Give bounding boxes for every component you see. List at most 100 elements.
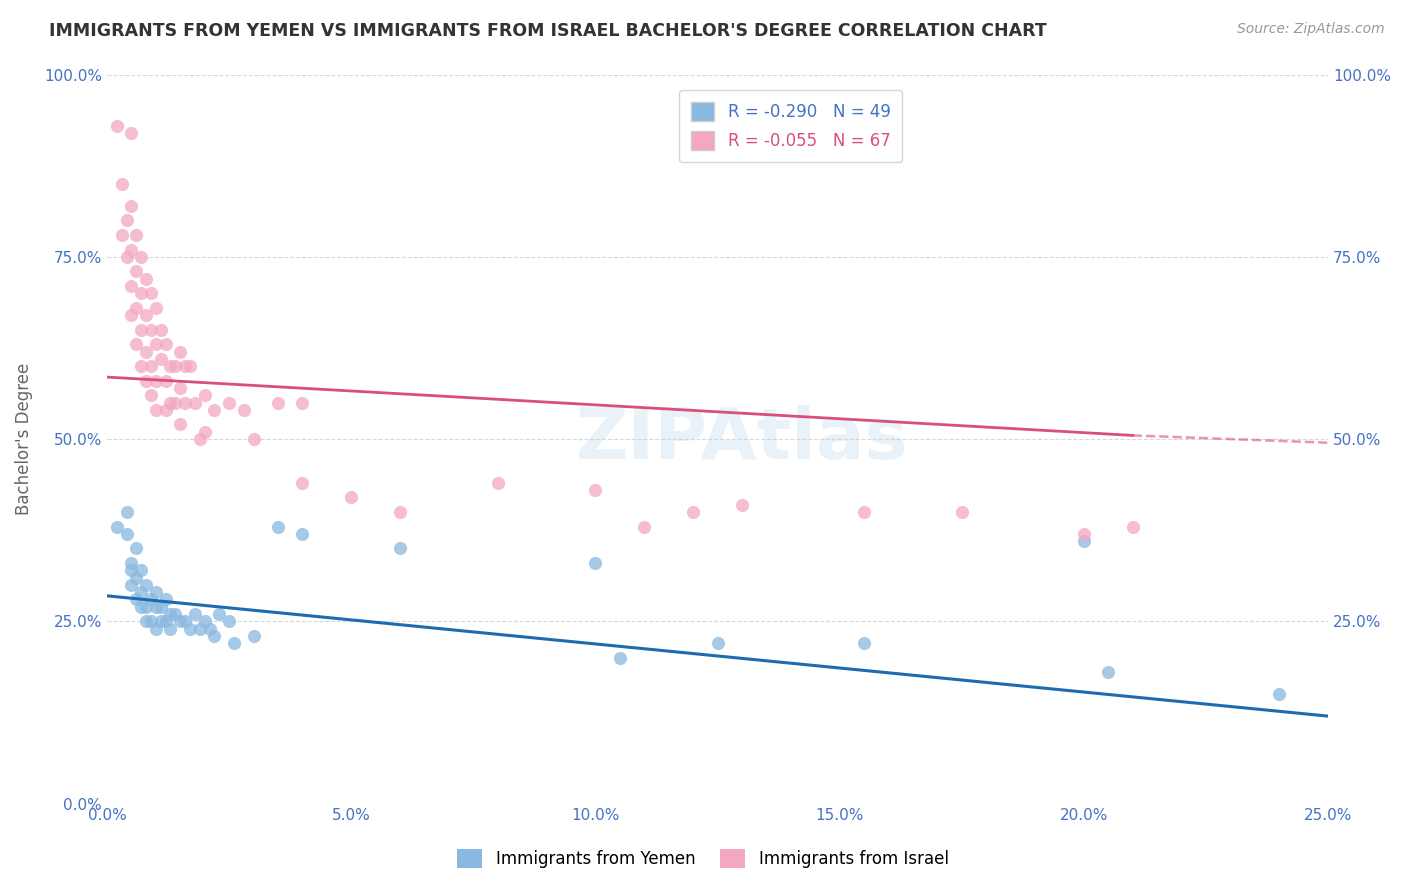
Text: ZIPAtlas: ZIPAtlas [575,405,908,474]
Point [145,403,167,417]
Point [155,337,177,351]
Point [145,337,167,351]
Point [218,615,240,629]
Point [120,578,142,592]
Point [135,599,157,614]
Point [129,563,152,577]
Text: IMMIGRANTS FROM YEMEN VS IMMIGRANTS FROM ISRAEL BACHELOR'S DEGREE CORRELATION CH: IMMIGRANTS FROM YEMEN VS IMMIGRANTS FROM… [49,22,1047,40]
Point [120,243,142,257]
Point [291,395,314,409]
Point [706,636,728,650]
Point [169,615,191,629]
Point [950,505,973,519]
Point [159,622,181,636]
Point [129,599,152,614]
Point [125,541,148,556]
Point [169,344,191,359]
Point [340,491,363,505]
Point [222,636,245,650]
Point [145,301,167,315]
Point [139,388,162,402]
Point [198,622,221,636]
Point [633,519,655,533]
Point [155,374,177,388]
Legend: R = -0.290   N = 49, R = -0.055   N = 67: R = -0.290 N = 49, R = -0.055 N = 67 [679,90,903,162]
Legend: Immigrants from Yemen, Immigrants from Israel: Immigrants from Yemen, Immigrants from I… [451,842,955,875]
Point [135,344,157,359]
Point [139,323,162,337]
Point [139,286,162,301]
Point [139,615,162,629]
Point [145,374,167,388]
Point [204,403,226,417]
Point [115,505,138,519]
Point [115,213,138,227]
Point [583,483,606,497]
Point [129,286,152,301]
Point [179,622,201,636]
Point [159,607,181,621]
Point [149,615,172,629]
Point [165,607,187,621]
Point [129,323,152,337]
Point [139,359,162,373]
Point [159,359,181,373]
Point [179,359,201,373]
Point [149,599,172,614]
Point [125,264,148,278]
Point [165,395,187,409]
Point [155,592,177,607]
Point [120,126,142,140]
Point [135,578,157,592]
Point [155,615,177,629]
Point [232,403,254,417]
Point [135,271,157,285]
Point [139,592,162,607]
Point [155,403,177,417]
Point [204,629,226,643]
Point [174,615,197,629]
Point [125,571,148,585]
Point [583,556,606,570]
Point [111,177,134,191]
Point [129,359,152,373]
Point [120,556,142,570]
Point [135,308,157,322]
Point [389,505,412,519]
Point [188,622,211,636]
Text: Source: ZipAtlas.com: Source: ZipAtlas.com [1237,22,1385,37]
Point [105,519,128,533]
Point [1073,534,1095,549]
Point [120,199,142,213]
Point [267,519,290,533]
Point [149,323,172,337]
Point [111,227,134,242]
Point [291,475,314,490]
Point [149,351,172,366]
Point [389,541,412,556]
Point [184,395,207,409]
Point [120,563,142,577]
Point [129,585,152,599]
Point [242,629,264,643]
Point [120,279,142,293]
Point [125,227,148,242]
Point [609,650,631,665]
Point [194,388,217,402]
Point [169,417,191,432]
Point [242,432,264,446]
Point [184,607,207,621]
Point [125,301,148,315]
Point [174,359,197,373]
Point [682,505,704,519]
Point [105,119,128,133]
Point [125,592,148,607]
Point [218,395,240,409]
Point [145,599,167,614]
Point [115,526,138,541]
Point [1268,687,1291,701]
Point [135,615,157,629]
Y-axis label: Bachelor's Degree: Bachelor's Degree [15,363,32,516]
Point [165,359,187,373]
Point [291,526,314,541]
